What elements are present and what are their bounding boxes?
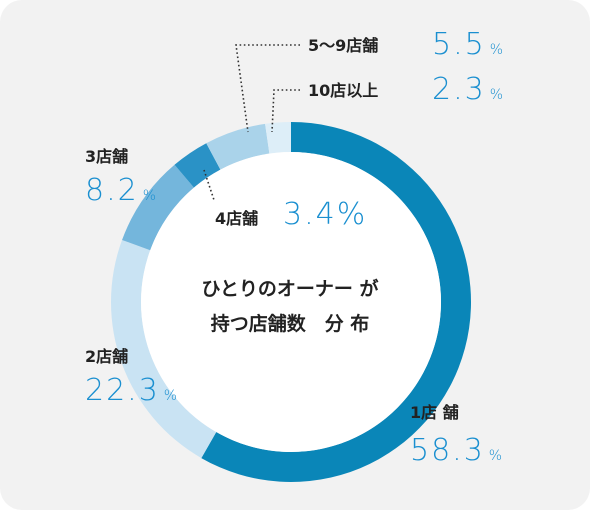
value-unit: %: [490, 42, 505, 58]
value-number: 3.4: [283, 197, 337, 232]
value-number: 22.3: [85, 373, 160, 408]
donut-segment: [174, 143, 221, 188]
donut-segment: [265, 122, 291, 154]
chart-title: 持つ店舗数 分 布: [211, 312, 370, 335]
value-label: 5.5%: [432, 27, 505, 62]
value-number: 58.3: [410, 433, 485, 468]
donut-segment: [111, 239, 217, 459]
value-unit: %: [489, 448, 504, 464]
value-unit: %: [143, 188, 158, 204]
category-label: 10店以上: [308, 81, 378, 100]
donut-segment: [206, 123, 270, 170]
value-label: 8.2%: [85, 173, 158, 208]
category-label: 3店舗: [85, 147, 128, 166]
value-label: 3.4%: [283, 197, 367, 232]
category-label: 2店舗: [85, 347, 128, 366]
leader-line: [203, 169, 215, 201]
donut-segment: [122, 164, 194, 251]
category-label: 1店 舗: [410, 403, 459, 422]
value-unit: %: [490, 87, 505, 103]
donut: [111, 122, 472, 483]
value-number: 2.3: [432, 72, 486, 107]
value-label: 2.3%: [432, 72, 505, 107]
donut-segment: [201, 122, 472, 483]
category-label: 4店舗: [215, 209, 258, 228]
leader-line: [235, 44, 300, 133]
value-unit: %: [164, 388, 179, 404]
value-unit: %: [337, 197, 368, 232]
leader-lines: [203, 44, 300, 201]
chart-title: ひとりのオーナー が: [201, 277, 378, 300]
value-number: 8.2: [85, 173, 139, 208]
category-label: 5〜9店舗: [308, 36, 378, 55]
value-label: 22.3%: [85, 373, 179, 408]
donut-hole: [141, 152, 441, 452]
value-label: 58.3%: [410, 433, 504, 468]
leader-line: [271, 89, 300, 133]
value-number: 5.5: [432, 27, 486, 62]
